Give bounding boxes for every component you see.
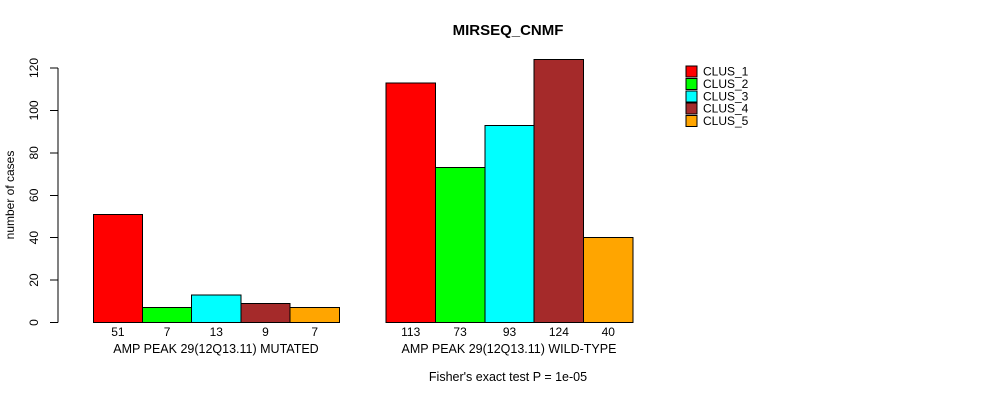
legend-swatch-clus_1: [685, 65, 698, 78]
bar-clus_5-group1: [289, 307, 340, 324]
y-axis-tick-label: 100: [27, 100, 41, 120]
bar-clus_1-group2: [385, 82, 436, 323]
bar-value-label: 13: [210, 325, 224, 339]
bar-value-label: 73: [453, 325, 467, 339]
bar-value-label: 7: [164, 325, 171, 339]
legend-label-clus_5: CLUS_5: [703, 114, 749, 128]
bar-value-label: 113: [401, 325, 420, 339]
legend-label-clus_3: CLUS_3: [703, 89, 749, 103]
bars-layer: [92, 59, 634, 324]
bar-value-label: 51: [111, 325, 125, 339]
y-axis-tick-label: 60: [27, 188, 41, 202]
y-axis-tick-label: 80: [27, 146, 41, 160]
legend-label-clus_2: CLUS_2: [703, 77, 749, 91]
bar-clus_2-group2: [434, 167, 486, 323]
y-axis-tick-label: 20: [27, 273, 41, 287]
bar-value-label: 9: [262, 325, 269, 339]
group-label-wild-type: AMP PEAK 29(12Q13.11) WILD-TYPE: [402, 342, 617, 356]
legend-swatch-clus_2: [685, 77, 698, 90]
bar-clus_4-group2: [533, 59, 585, 324]
chart-title: MIRSEQ_CNMF: [453, 22, 564, 39]
legend-label-clus_1: CLUS_1: [703, 65, 749, 79]
bar-clus_2-group1: [142, 307, 193, 324]
legend-label-clus_4: CLUS_4: [703, 102, 749, 116]
y-axis-tick-label: 120: [27, 58, 41, 78]
bar-clus_4-group1: [240, 302, 291, 324]
y-axis-label: number of cases: [3, 151, 17, 240]
bar-value-label: 124: [549, 325, 569, 339]
legend-swatch-clus_4: [685, 102, 698, 115]
y-axis-tick-label: 0: [27, 319, 41, 326]
bar-clus_3-group2: [484, 124, 535, 323]
bar-clus_5-group2: [583, 237, 634, 324]
bar-value-label: 93: [503, 325, 517, 339]
legend-swatch-clus_3: [685, 90, 698, 103]
y-axis-tick-label: 40: [27, 231, 41, 245]
legend-swatch-clus_5: [685, 115, 698, 128]
group-label-mutated: AMP PEAK 29(12Q13.11) MUTATED: [113, 342, 318, 356]
bar-clus_3-group1: [191, 294, 242, 324]
y-axis: 0 20 40 60 80 100 120: [27, 58, 59, 326]
bar-value-label: 40: [602, 325, 616, 339]
annotation-text: Fisher's exact test P = 1e-05: [429, 370, 587, 384]
bar-value-label: 7: [311, 325, 318, 339]
bar-clus_1-group1: [92, 213, 144, 323]
bar-value-labels-layer: 51 7 13 9 7 113 73 93 124 40: [111, 325, 615, 339]
